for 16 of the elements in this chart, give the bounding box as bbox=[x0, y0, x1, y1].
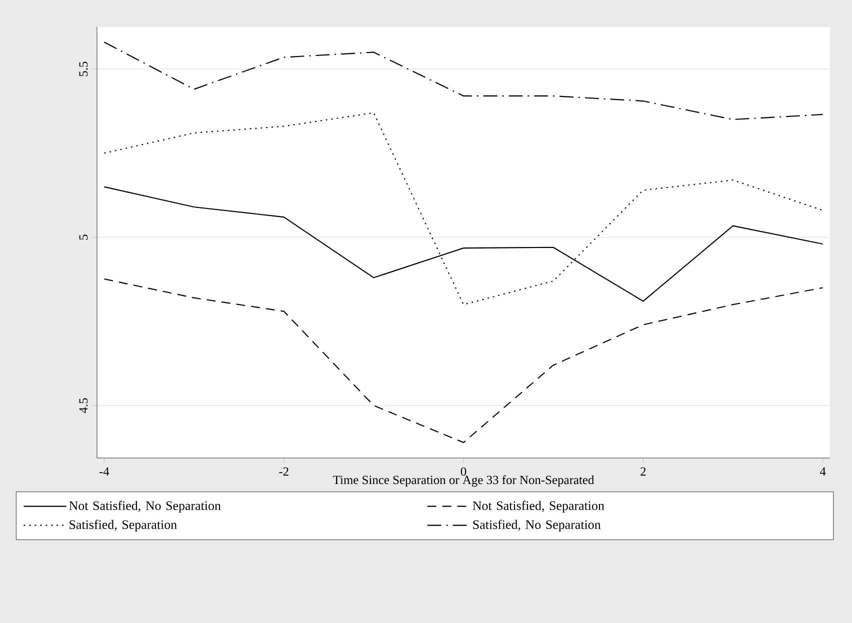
line-series bbox=[104, 278, 824, 444]
x-tick-label: 4 bbox=[820, 467, 826, 476]
legend-label: Satisfied, No Separation bbox=[473, 520, 601, 532]
line-series bbox=[104, 112, 824, 306]
x-tick-label: -4 bbox=[99, 467, 110, 476]
y-tick-label: 5.5 bbox=[79, 62, 88, 76]
line-series bbox=[104, 42, 824, 120]
x-tick-label: 2 bbox=[640, 467, 646, 476]
legend-label: Satisfied, Separation bbox=[70, 520, 177, 532]
x-tick-label: -2 bbox=[279, 467, 288, 476]
x-axis-title: Time Since Separation or Age 33 for Non-Separated bbox=[333, 475, 594, 487]
y-tick-label: 4.5 bbox=[79, 398, 88, 414]
legend-label: Not Satisfied, No Separation bbox=[69, 500, 221, 513]
y-tick-label: 5 bbox=[79, 234, 88, 240]
x-tick-label: 0 bbox=[460, 467, 466, 476]
legend-label: Not Satisfied, Separation bbox=[472, 500, 604, 513]
